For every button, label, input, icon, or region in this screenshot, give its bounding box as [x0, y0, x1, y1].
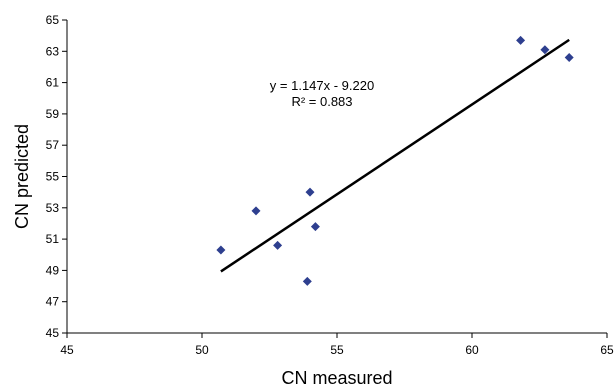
data-point — [273, 240, 283, 250]
y-tick-label: 47 — [46, 295, 60, 309]
y-tick-label: 61 — [46, 76, 60, 90]
y-tick-label: 63 — [46, 44, 60, 58]
axes — [66, 20, 607, 334]
y-axis-ticks: 45 47 49 51 53 55 57 59 61 63 65 — [46, 13, 67, 340]
y-tick-label: 51 — [46, 232, 60, 246]
y-axis-title: CN predicted — [12, 124, 32, 229]
data-point — [310, 222, 320, 232]
x-tick-label: 60 — [465, 343, 479, 357]
data-point — [305, 187, 315, 197]
data-point — [516, 35, 526, 45]
trendline-equation: y = 1.147x - 9.220 — [270, 78, 374, 93]
x-tick-label: 45 — [60, 343, 74, 357]
trendline-r-squared: R² = 0.883 — [291, 94, 352, 109]
data-points — [216, 35, 574, 286]
y-tick-label: 53 — [46, 201, 60, 215]
y-tick-label: 55 — [46, 170, 60, 184]
trendline — [220, 38, 570, 273]
data-point — [564, 53, 574, 63]
data-point — [251, 206, 261, 216]
x-axis-ticks: 45 50 55 60 65 — [60, 333, 614, 357]
x-tick-label: 50 — [195, 343, 209, 357]
data-point — [540, 45, 550, 55]
x-tick-label: 65 — [600, 343, 614, 357]
y-tick-label: 57 — [46, 138, 60, 152]
y-tick-label: 49 — [46, 263, 60, 277]
data-point — [216, 245, 226, 255]
x-axis-title: CN measured — [281, 368, 392, 388]
data-point — [302, 276, 312, 286]
y-tick-label: 59 — [46, 107, 60, 121]
y-tick-label: 65 — [46, 13, 60, 27]
x-tick-label: 55 — [330, 343, 344, 357]
y-tick-label: 45 — [46, 326, 60, 340]
